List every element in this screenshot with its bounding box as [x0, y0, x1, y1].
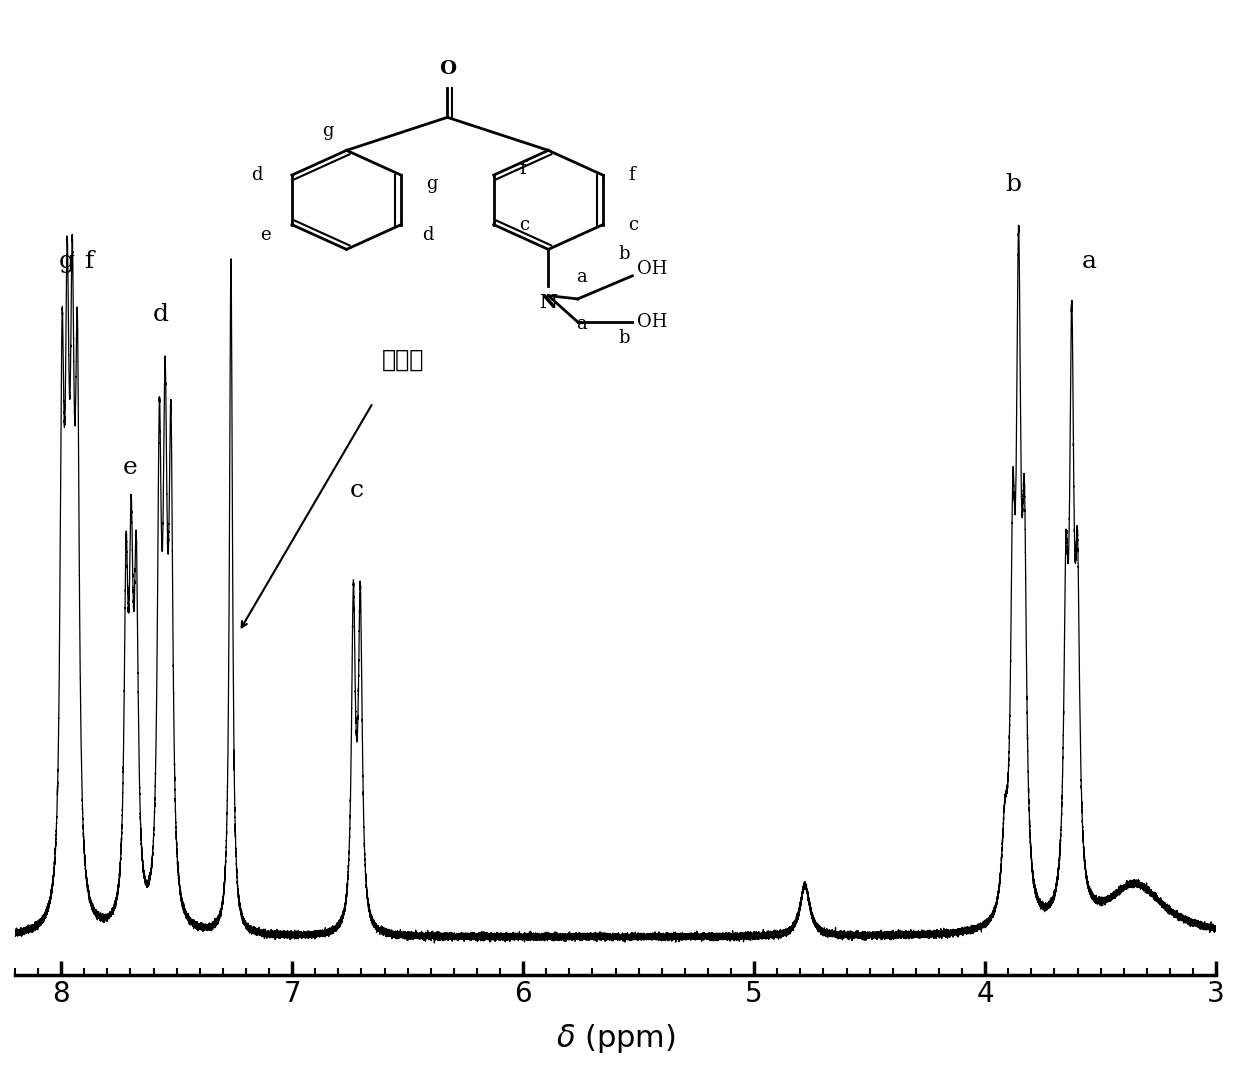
- Text: d: d: [153, 304, 169, 327]
- Text: a: a: [1081, 250, 1096, 273]
- Text: e: e: [123, 456, 138, 479]
- Text: 溶剂峰: 溶剂峰: [382, 348, 424, 372]
- Text: c: c: [350, 479, 363, 502]
- X-axis label: $\delta$ (ppm): $\delta$ (ppm): [556, 1022, 676, 1055]
- Text: b: b: [1004, 174, 1021, 197]
- Text: f: f: [84, 250, 93, 273]
- Text: g: g: [60, 250, 74, 273]
